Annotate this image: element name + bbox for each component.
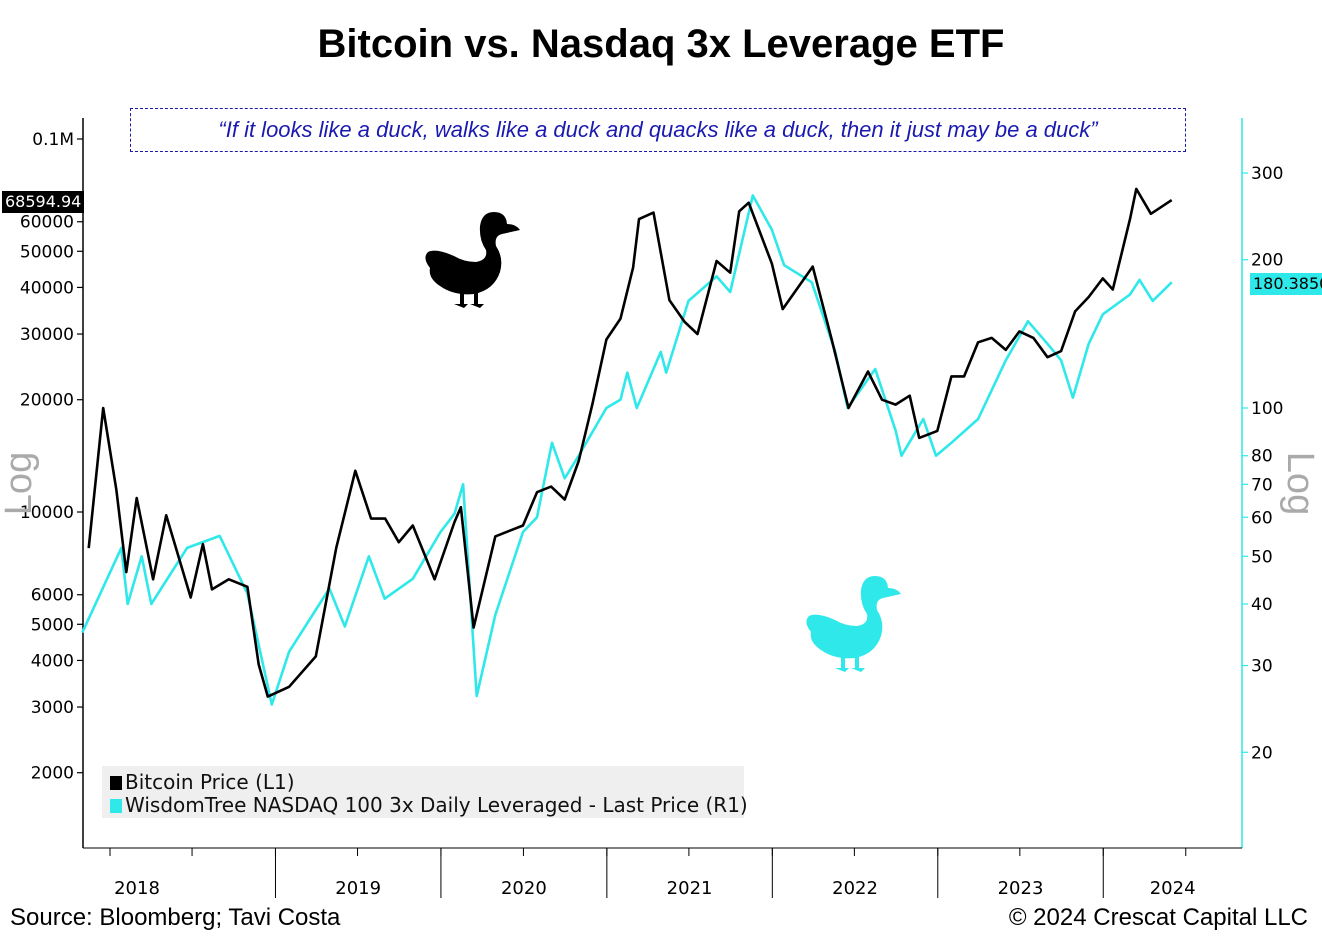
duck-icon-black	[425, 212, 520, 308]
year-label: 2021	[667, 878, 713, 899]
right-axis-label: Log	[1279, 451, 1322, 516]
plot-frame	[82, 118, 1243, 849]
quote-box: “If it looks like a duck, walks like a d…	[130, 108, 1186, 152]
bitcoin-last-value-tag: 68594.94	[2, 191, 85, 213]
left-tick-label: 50000	[20, 242, 74, 262]
year-label: 2023	[998, 878, 1044, 899]
left-tick-label: 30000	[20, 325, 74, 345]
left-tick-label: 3000	[31, 698, 74, 718]
legend-swatch-bitcoin	[110, 776, 122, 790]
legend-item-etf: WisdomTree NASDAQ 100 3x Daily Leveraged…	[110, 793, 748, 817]
year-label: 2019	[335, 878, 381, 899]
right-tick-label: 70	[1251, 475, 1273, 495]
right-tick-label: 300	[1251, 164, 1283, 184]
right-tick-label: 50	[1251, 547, 1273, 567]
duck-icon-cyan	[806, 576, 901, 672]
legend-label-bitcoin: Bitcoin Price (L1)	[125, 770, 295, 794]
left-tick-label: 4000	[31, 651, 74, 671]
right-tick-label: 30	[1251, 657, 1273, 677]
source-note: Source: Bloomberg; Tavi Costa	[10, 904, 341, 931]
left-tick-label: 20000	[20, 391, 74, 411]
year-label: 2022	[832, 878, 878, 899]
chart-title: Bitcoin vs. Nasdaq 3x Leverage ETF	[317, 22, 1005, 66]
legend: Bitcoin Price (L1) WisdomTree NASDAQ 100…	[102, 766, 748, 818]
left-tick-label: 0.1M	[32, 130, 74, 150]
left-axis-label: Log	[0, 451, 41, 516]
right-axis-ticks: 300 200 100 80 70 60 50 40 30 20	[1242, 164, 1283, 763]
left-tick-label: 40000	[20, 278, 74, 298]
right-tick-label: 80	[1251, 447, 1273, 467]
left-tick-label: 6000	[31, 586, 74, 606]
legend-item-bitcoin: Bitcoin Price (L1)	[110, 770, 295, 794]
left-tick-label: 5000	[31, 615, 74, 635]
bitcoin-price-line	[87, 187, 1173, 698]
etf-last-value-tag: 180.3850	[1250, 273, 1322, 295]
series-layer	[81, 187, 1173, 706]
year-label: 2020	[501, 878, 547, 899]
legend-label-etf: WisdomTree NASDAQ 100 3x Daily Leveraged…	[125, 793, 748, 817]
copyright-note: © 2024 Crescat Capital LLC	[1008, 904, 1308, 931]
left-tick-label: 60000	[20, 213, 74, 233]
left-axis-ticks: 0.1M 60000 50000 40000 30000 20000 10000 6000 50…	[20, 130, 83, 784]
right-tick-label: 20	[1251, 743, 1273, 763]
right-tick-label: 40	[1251, 595, 1273, 615]
year-label: 2024	[1150, 878, 1196, 899]
right-tick-label: 200	[1251, 251, 1283, 271]
etf-price-line	[81, 194, 1173, 706]
right-tick-label: 100	[1251, 399, 1283, 419]
left-tick-label: 2000	[31, 764, 74, 784]
year-label: 2018	[114, 878, 160, 899]
right-tick-label: 60	[1251, 508, 1273, 528]
x-axis-ticks: 2018 2019 2020 2021 2022 2023 2024	[109, 848, 1196, 899]
left-tick-label: 10000	[20, 503, 74, 523]
legend-swatch-etf	[110, 799, 122, 813]
